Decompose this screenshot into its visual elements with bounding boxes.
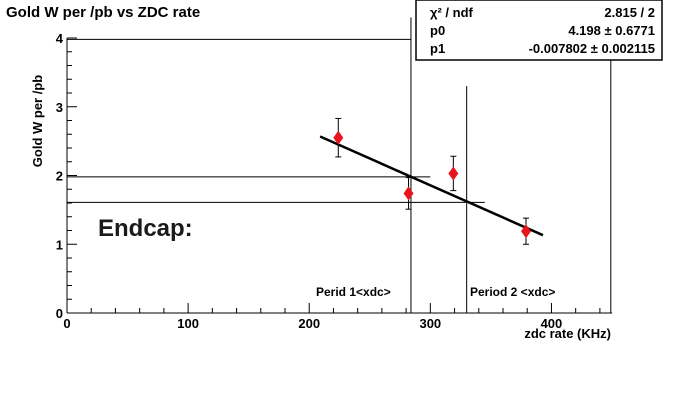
x-tick-label: 100	[177, 316, 199, 331]
period-1-label: Perid 1<xdc>	[316, 285, 391, 299]
x-tick-label: 400	[541, 316, 563, 331]
stats-box: χ² / ndf 2.815 / 2 p0 4.198 ± 0.6771 p1 -0.00…	[415, 0, 663, 61]
x-axis-label: zdc rate (KHz)	[524, 326, 611, 341]
stats-row-label: p0	[430, 23, 445, 38]
stats-row-label: χ² / ndf	[430, 5, 474, 20]
stats-row-value: 4.198 ± 0.6771	[568, 23, 655, 38]
data-point	[403, 186, 414, 201]
data-point	[333, 130, 344, 145]
y-tick-label: 2	[56, 169, 63, 184]
chart-title: Gold W per /pb vs ZDC rate	[6, 4, 200, 21]
stats-row-label: p1	[430, 41, 445, 56]
stats-row-value: 2.815 / 2	[604, 5, 655, 20]
y-axis-label: Gold W per /pb	[30, 75, 45, 167]
data-point	[521, 224, 532, 239]
period-2-label: Period 2 <xdc>	[470, 285, 555, 299]
stats-box-frame	[415, 0, 663, 61]
y-tick-label: 1	[56, 237, 63, 252]
data-point	[448, 166, 459, 181]
plot-area: 0 100 200 300 400 0 1 2 3 4	[56, 17, 612, 331]
fit-line	[319, 135, 544, 237]
y-tick-label: 4	[56, 31, 64, 46]
x-tick-label: 200	[298, 316, 320, 331]
endcap-label: Endcap:	[98, 215, 193, 242]
y-tick-label: 0	[56, 306, 63, 321]
y-tick-label: 3	[56, 100, 63, 115]
stats-row-value: -0.007802 ± 0.002115	[529, 41, 655, 56]
x-tick-label: 300	[419, 316, 441, 331]
x-tick-label: 0	[63, 316, 70, 331]
